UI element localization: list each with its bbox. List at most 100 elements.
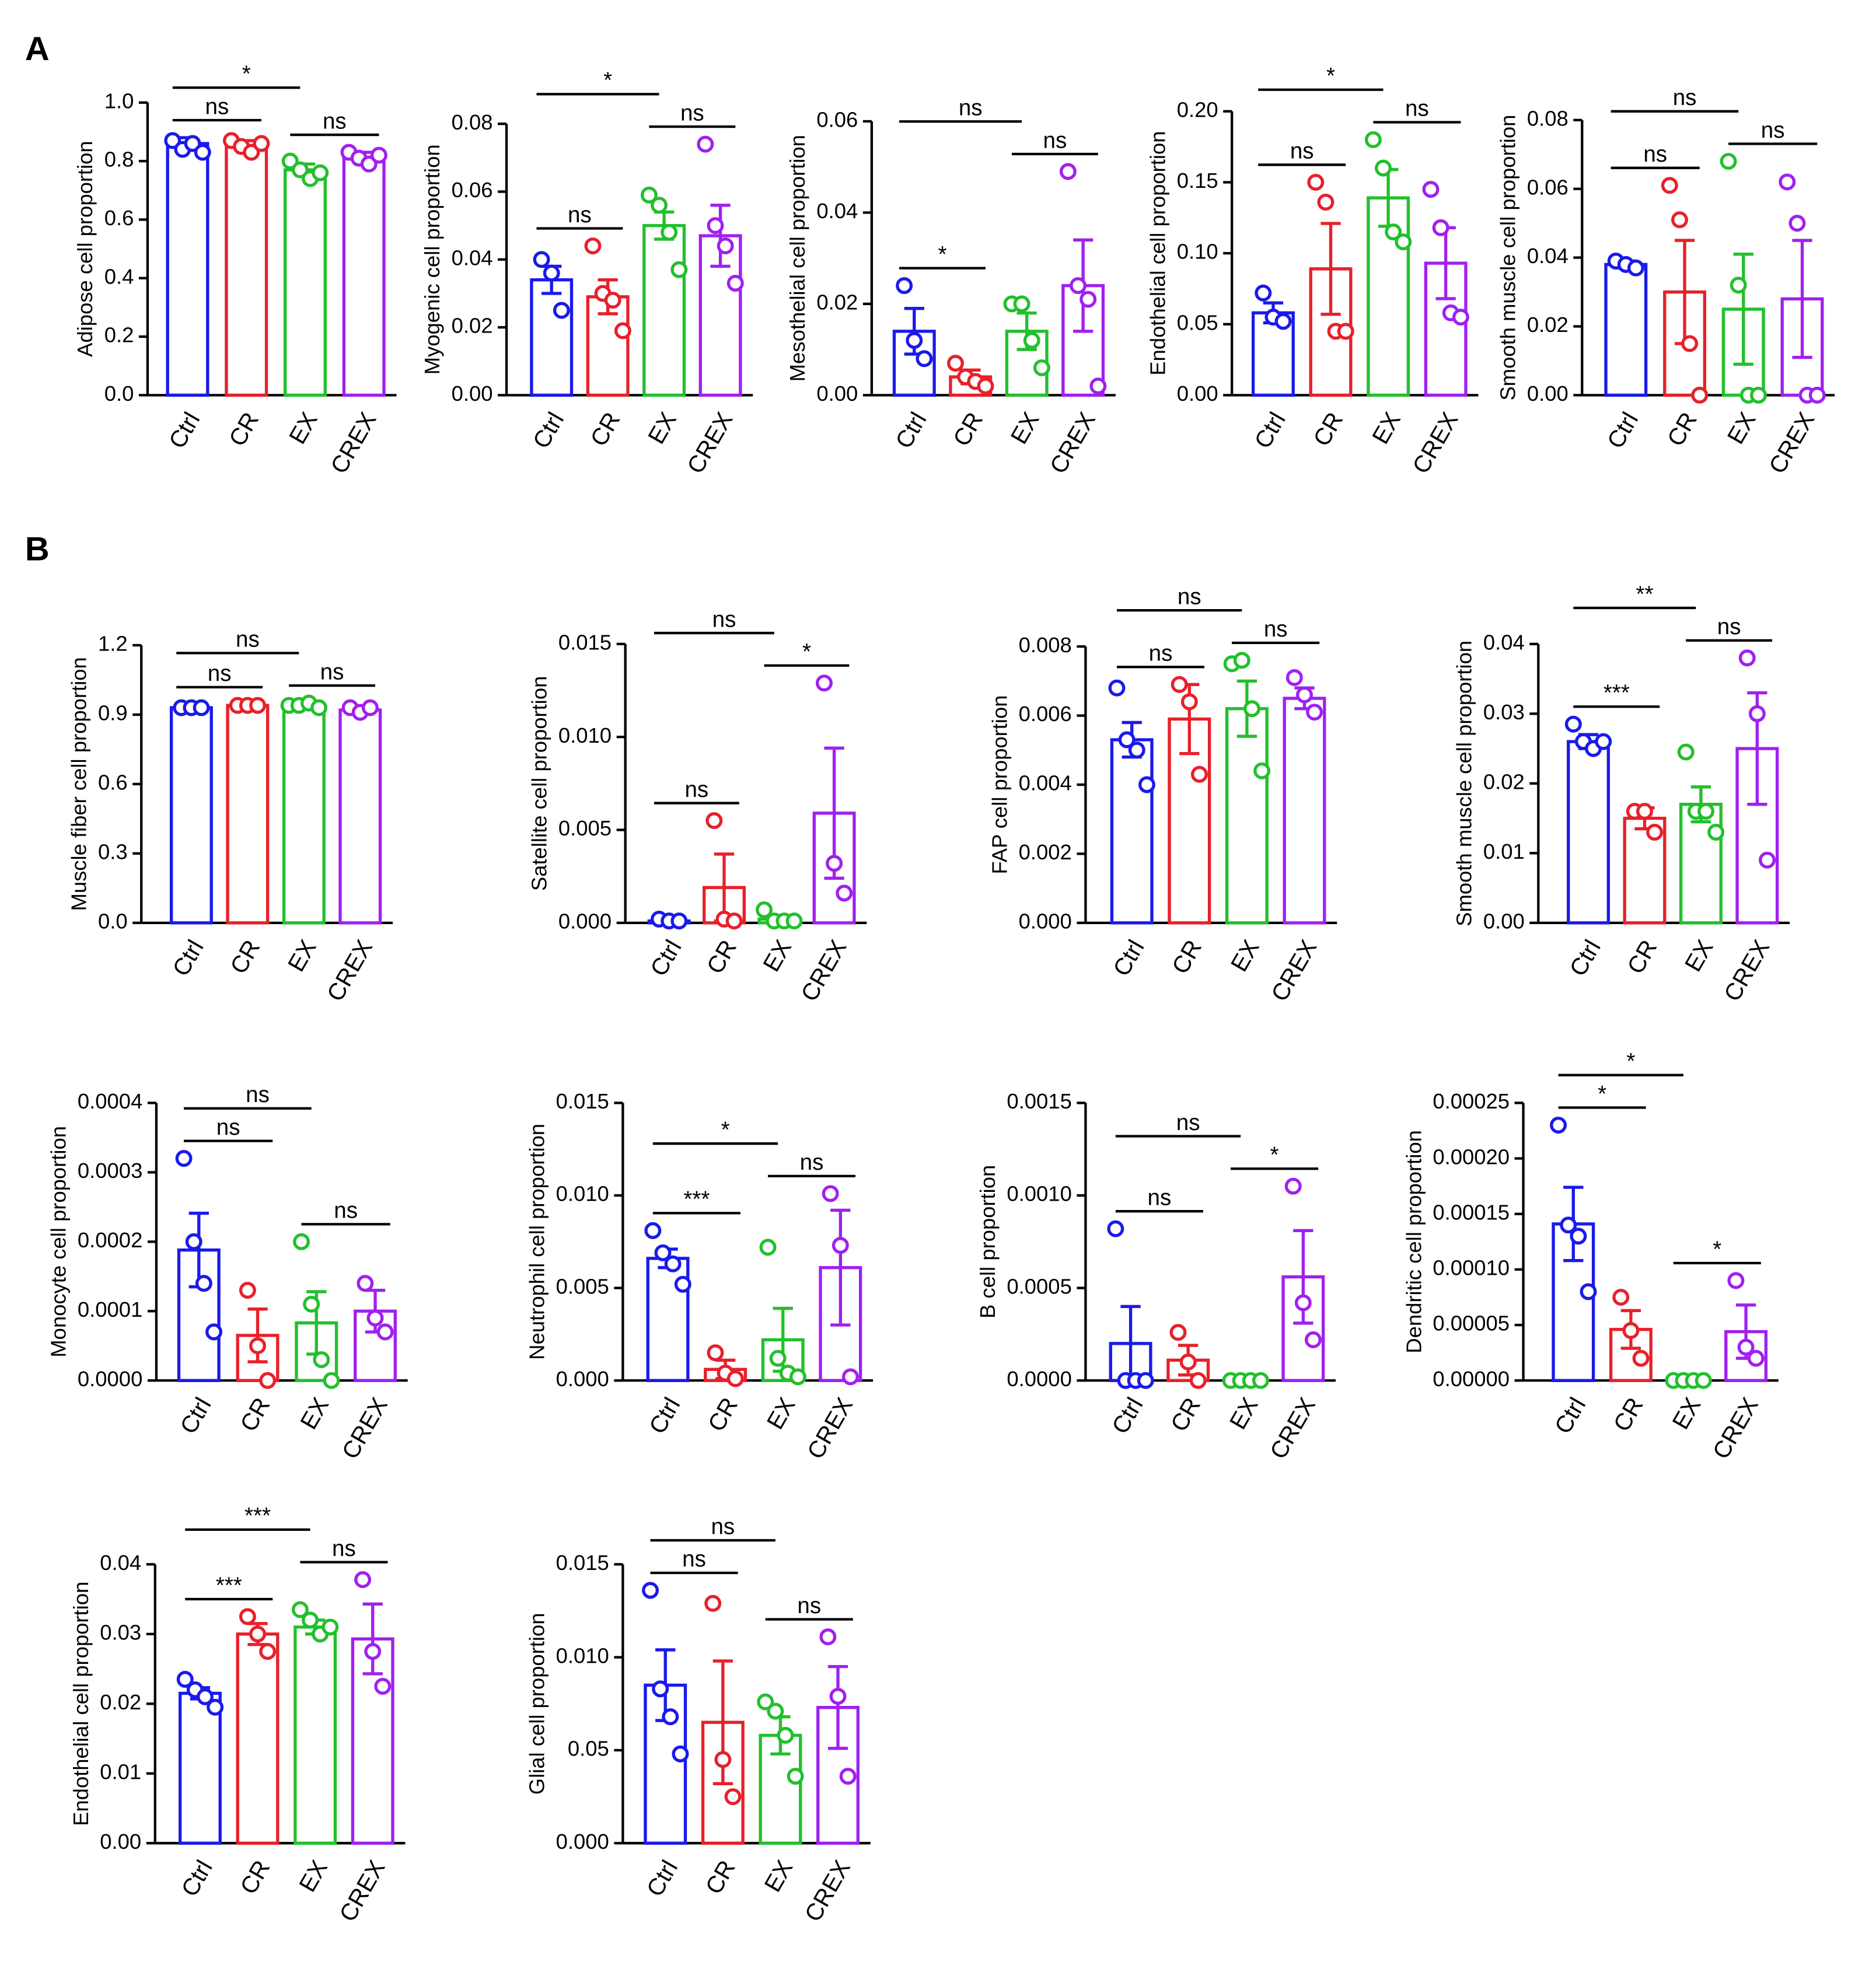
data-point	[724, 1788, 742, 1806]
y-tick-label: 0.08	[1527, 106, 1568, 130]
data-point	[1089, 377, 1107, 395]
y-tick-label: 0.010	[558, 723, 612, 747]
significance-label: *	[1326, 64, 1335, 89]
y-tick-label: 0.0010	[1007, 1182, 1071, 1206]
significance-label: ns	[1264, 617, 1288, 642]
significance-label: ns	[1643, 142, 1667, 167]
y-tick-label: 0.0	[104, 382, 134, 405]
y-tick-label: 0.6	[98, 771, 128, 795]
data-point	[725, 912, 743, 930]
significance-label: ns	[568, 202, 592, 228]
y-tick-label: 1.0	[104, 89, 134, 113]
data-point	[360, 155, 378, 173]
x-tick-label: EX	[1722, 408, 1761, 449]
panel: 0.00 0.02 0.04 0.06 0.08 Myogenic cell propor…	[420, 68, 753, 478]
data-point	[1284, 1177, 1302, 1195]
x-tick-label: CREX	[1707, 1393, 1763, 1463]
panel: 0.0 0.3 0.6 0.9 1.2 Muscle fiber cell proport…	[67, 627, 393, 1006]
panel: 0.00 0.02 0.04 0.06 Mesothelial cell proport…	[785, 96, 1116, 478]
data-point	[640, 186, 658, 204]
data-point	[1243, 700, 1260, 718]
bar	[342, 156, 386, 397]
data-point	[1317, 194, 1334, 211]
data-point	[249, 1625, 266, 1643]
y-tick-label: 0.004	[1019, 771, 1072, 795]
data-point	[777, 1727, 794, 1744]
y-tick-label: 0.04	[452, 246, 493, 270]
panel: 0.00 0.01 0.02 0.03 0.04 Smooth muscle cell p…	[1452, 582, 1790, 1006]
data-point	[977, 377, 994, 395]
y-tick-label: 0.02	[1527, 313, 1568, 337]
x-tick-label: CR	[1608, 1393, 1648, 1436]
y-axis-label: FAP cell proportion	[987, 695, 1011, 874]
significance-label: ns	[208, 661, 232, 686]
panel-label: A	[25, 30, 50, 68]
data-point	[354, 1571, 372, 1589]
data-point	[787, 1768, 804, 1785]
data-point	[839, 1768, 857, 1785]
error-bar	[827, 1664, 848, 1750]
data-point	[291, 161, 309, 179]
panel: 0.00000 0.00005 0.00010 0.00015 0.00020 0.000…	[1402, 1049, 1779, 1463]
significance-label: ns	[684, 777, 708, 802]
data-point	[1385, 223, 1402, 241]
significance-label: ns	[334, 1198, 358, 1223]
x-tick-label: CREX	[1044, 408, 1101, 478]
x-tick-label: EX	[1679, 935, 1718, 976]
data-point	[651, 197, 668, 214]
data-point	[707, 217, 724, 235]
y-tick-label: 0.9	[98, 701, 128, 725]
y-axis-label: Monocyte cell proportion	[47, 1126, 71, 1358]
data-point	[1737, 1338, 1755, 1356]
significance-label: ns	[216, 1115, 240, 1140]
x-tick-label: CR	[223, 408, 264, 451]
data-point	[1747, 1349, 1765, 1367]
panel: 0.0 0.2 0.4 0.6 0.8 1.0 Adipose cell proportio…	[73, 62, 397, 478]
data-point	[195, 1275, 212, 1292]
data-point	[584, 237, 602, 255]
x-tick-label: CREX	[1407, 408, 1463, 478]
data-point	[1294, 1294, 1312, 1311]
bar	[178, 1691, 222, 1845]
x-tick-label: EX	[761, 1393, 801, 1433]
y-tick-label: 0.00	[1527, 382, 1568, 405]
data-point	[364, 1643, 382, 1660]
y-tick-label: 0.015	[558, 630, 612, 654]
significance-label: *	[938, 242, 946, 267]
y-tick-label: 0.02	[816, 291, 858, 314]
data-point	[1395, 233, 1412, 251]
significance-label: ns	[1673, 85, 1697, 110]
data-point	[819, 1628, 837, 1646]
x-tick-label: CR	[225, 935, 265, 978]
data-point	[1013, 295, 1030, 313]
y-tick-label: 0.0015	[1007, 1089, 1071, 1113]
data-point	[1707, 824, 1725, 841]
bar	[294, 1625, 337, 1845]
data-point	[1580, 1283, 1597, 1300]
y-tick-label: 0.8	[104, 148, 134, 172]
data-point	[185, 1233, 202, 1250]
data-point	[1750, 386, 1767, 404]
x-tick-label: CR	[701, 935, 742, 978]
x-tick-label: EX	[295, 1393, 334, 1433]
data-point	[205, 1323, 222, 1341]
significance-label: ns	[320, 659, 344, 684]
y-tick-label: 0.00010	[1433, 1256, 1510, 1280]
data-point	[1171, 676, 1188, 693]
panel: 0.0000 0.0001 0.0002 0.0003 0.0004 Monocyte c…	[47, 1082, 408, 1463]
data-point	[726, 275, 744, 292]
data-point	[829, 1688, 847, 1705]
data-point	[1627, 259, 1644, 277]
bar	[226, 704, 270, 925]
panel: 0.0000 0.0005 0.0010 0.0015 B cell proportio…	[976, 1089, 1336, 1463]
data-point	[1759, 851, 1776, 869]
data-point	[249, 697, 266, 714]
y-axis-label: Dendritic cell proportion	[1402, 1130, 1426, 1354]
data-point	[1364, 131, 1382, 148]
error-bar	[362, 1602, 383, 1676]
data-point	[322, 1618, 339, 1636]
data-point	[822, 1185, 839, 1202]
x-tick-label: Ctrl	[527, 408, 570, 453]
y-tick-label: 0.00015	[1433, 1200, 1510, 1224]
significance-label: ns	[712, 607, 736, 632]
